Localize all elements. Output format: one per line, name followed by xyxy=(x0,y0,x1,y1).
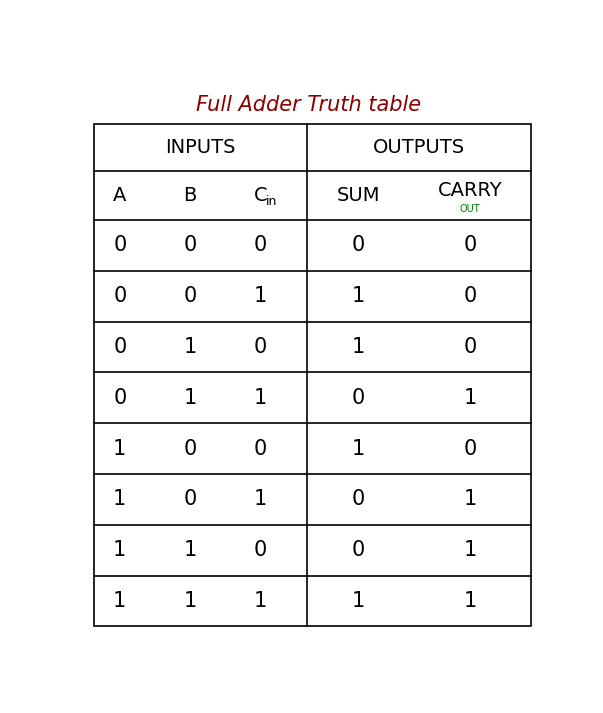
Text: 0: 0 xyxy=(183,489,197,509)
Text: 0: 0 xyxy=(183,438,197,458)
Text: 1: 1 xyxy=(253,489,267,509)
Text: OUT: OUT xyxy=(460,204,481,214)
Text: 0: 0 xyxy=(113,286,127,307)
Text: 1: 1 xyxy=(464,489,477,509)
Text: 1: 1 xyxy=(352,286,365,307)
Text: B: B xyxy=(183,186,197,205)
Text: 1: 1 xyxy=(183,337,197,357)
Text: 0: 0 xyxy=(183,286,197,307)
Text: 0: 0 xyxy=(464,286,477,307)
Text: 0: 0 xyxy=(464,235,477,255)
Text: 0: 0 xyxy=(113,235,127,255)
Text: A: A xyxy=(113,186,127,205)
Text: 1: 1 xyxy=(253,591,267,611)
Text: in: in xyxy=(266,195,277,208)
Text: 1: 1 xyxy=(113,540,127,560)
Text: C: C xyxy=(254,186,268,205)
Text: 0: 0 xyxy=(113,337,127,357)
Text: 0: 0 xyxy=(253,337,267,357)
Text: 1: 1 xyxy=(183,540,197,560)
Text: SUM: SUM xyxy=(336,186,380,205)
Text: 1: 1 xyxy=(464,591,477,611)
Text: 0: 0 xyxy=(352,235,365,255)
Text: 1: 1 xyxy=(352,438,365,458)
Text: 1: 1 xyxy=(352,591,365,611)
Text: 0: 0 xyxy=(253,438,267,458)
Text: 0: 0 xyxy=(113,388,127,408)
Text: 0: 0 xyxy=(183,235,197,255)
Text: 1: 1 xyxy=(464,388,477,408)
Text: 1: 1 xyxy=(183,591,197,611)
Text: 0: 0 xyxy=(464,337,477,357)
Text: 0: 0 xyxy=(253,235,267,255)
Text: CARRY: CARRY xyxy=(438,182,502,200)
Text: 0: 0 xyxy=(352,540,365,560)
Text: 1: 1 xyxy=(113,489,127,509)
Text: 1: 1 xyxy=(253,286,267,307)
Text: 0: 0 xyxy=(253,540,267,560)
Text: 0: 0 xyxy=(352,388,365,408)
Text: Full Adder Truth table: Full Adder Truth table xyxy=(197,95,421,115)
Text: 1: 1 xyxy=(352,337,365,357)
Text: 0: 0 xyxy=(464,438,477,458)
Text: 1: 1 xyxy=(464,540,477,560)
Text: 1: 1 xyxy=(253,388,267,408)
Text: OUTPUTS: OUTPUTS xyxy=(373,138,465,157)
Text: 1: 1 xyxy=(113,591,127,611)
Text: 0: 0 xyxy=(352,489,365,509)
Text: 1: 1 xyxy=(183,388,197,408)
Text: INPUTS: INPUTS xyxy=(165,138,236,157)
Text: 1: 1 xyxy=(113,438,127,458)
